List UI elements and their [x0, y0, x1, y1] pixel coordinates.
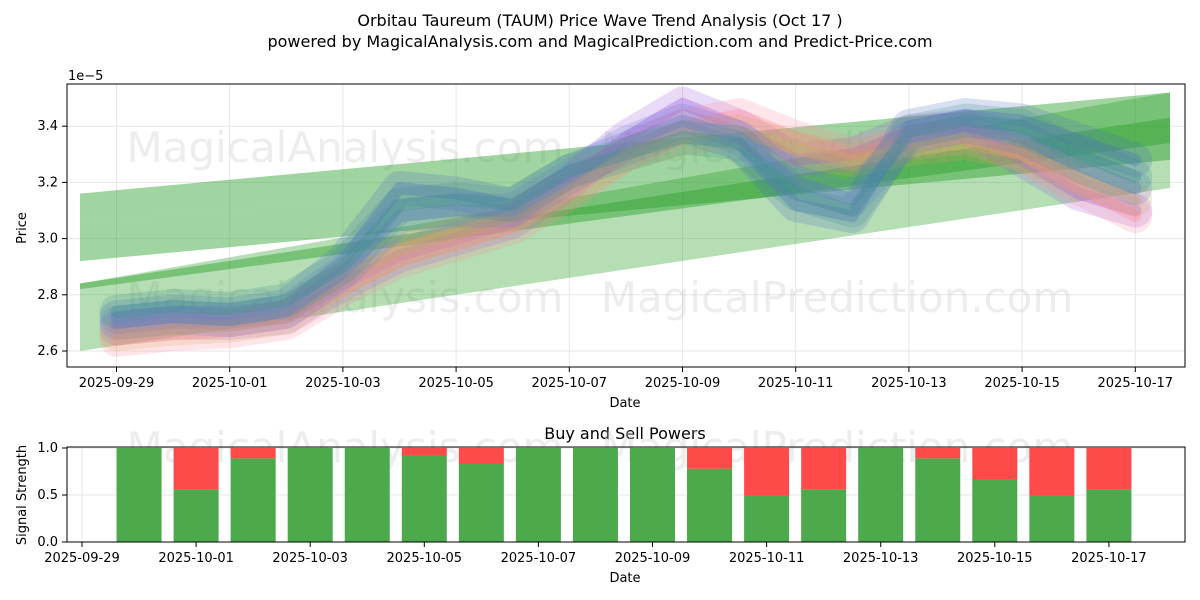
- wave-band: [99, 98, 1153, 357]
- price-y-tick-label: 3.0: [37, 232, 58, 247]
- wave-band: [99, 114, 1153, 352]
- sell-bar: [915, 448, 961, 459]
- buy-sell-x-tick-label: 2025-10-13: [843, 551, 919, 566]
- buy-sell-chart: Buy and Sell Powers MagicalAnalysis.com …: [15, 423, 1186, 586]
- buy-sell-x-tick-label: 2025-10-03: [272, 551, 348, 566]
- buy-sell-plot-frame: [66, 446, 1186, 543]
- buy-sell-x-tick-label: 2025-10-01: [158, 551, 234, 566]
- buy-sell-x-tick-label: 2025-09-29: [44, 551, 120, 566]
- buy-bar: [744, 495, 790, 542]
- sell-bar: [801, 448, 847, 490]
- buy-sell-y-tick-label: 0.5: [37, 488, 58, 503]
- buy-bar: [515, 448, 561, 542]
- sell-bar: [744, 448, 790, 496]
- buy-sell-title: Buy and Sell Powers: [544, 424, 706, 443]
- price-x-axis-label: Date: [609, 396, 640, 411]
- watermark-prediction-2: MagicalPrediction.com: [601, 273, 1074, 322]
- buy-bar: [630, 448, 675, 542]
- wave-band: [99, 103, 1153, 340]
- price-x-tick-label: 2025-10-11: [758, 376, 834, 391]
- buy-sell-y-tick-label: 1.0: [37, 441, 58, 456]
- chart-subtitle: powered by MagicalAnalysis.com and Magic…: [267, 32, 932, 51]
- price-watermarks: MagicalAnalysis.com MagicalPrediction.co…: [127, 123, 1074, 322]
- buy-bar: [1029, 495, 1075, 542]
- price-x-tick-label: 2025-09-29: [79, 376, 155, 391]
- price-y-tick-label: 3.4: [37, 119, 58, 134]
- wave-line: [110, 114, 1142, 329]
- price-x-tick-label: 2025-10-07: [532, 376, 608, 391]
- buy-bar: [687, 468, 733, 542]
- buy-bar: [801, 489, 847, 542]
- wave-series: [99, 86, 1153, 357]
- price-plot-frame: [66, 83, 1186, 368]
- buy-bar: [230, 458, 276, 542]
- price-x-tick-label: 2025-10-15: [984, 376, 1060, 391]
- sell-bar: [1029, 448, 1075, 496]
- price-x-tick-label: 2025-10-17: [1098, 376, 1174, 391]
- buy-bar: [458, 463, 504, 542]
- chart-title: Orbitau Taureum (TAUM) Price Wave Trend …: [357, 11, 842, 30]
- sell-bar: [173, 448, 219, 490]
- price-axes: 2025-09-29 2025-10-01 2025-10-03 2025-10-05…: [37, 83, 1186, 391]
- watermark-analysis: MagicalAnalysis.com: [127, 123, 564, 172]
- price-x-tick-label: 2025-10-13: [871, 376, 947, 391]
- buy-bar: [401, 455, 447, 542]
- buy-sell-x-tick-label: 2025-10-09: [615, 551, 691, 566]
- wave-line: [110, 97, 1142, 335]
- wave-band: [99, 103, 1153, 329]
- buy-bar: [972, 479, 1018, 542]
- price-x-tick-label: 2025-10-03: [305, 376, 381, 391]
- buy-bar: [1086, 489, 1132, 542]
- watermark-analysis-2: MagicalAnalysis.com: [127, 273, 564, 322]
- buy-bar: [344, 448, 390, 542]
- buy-sell-x-axis-label: Date: [609, 571, 640, 586]
- y-exponent-label: 1e−5: [68, 69, 103, 84]
- buy-sell-y-tick-label: 0.0: [37, 535, 58, 550]
- buy-bar: [116, 448, 162, 542]
- buy-bar: [173, 489, 219, 542]
- trend-band: [80, 137, 1170, 262]
- sell-bar: [401, 448, 447, 456]
- buy-sell-x-tick-label: 2025-10-07: [501, 551, 577, 566]
- trend-band: [80, 92, 1170, 222]
- trend-band: [80, 92, 1170, 351]
- trend-band: [80, 117, 1170, 290]
- sell-bar: [687, 448, 733, 469]
- price-x-tick-label: 2025-10-09: [645, 376, 721, 391]
- sell-bar: [1086, 448, 1132, 490]
- buy-bar: [572, 448, 618, 542]
- buy-sell-x-tick-label: 2025-10-15: [957, 551, 1033, 566]
- price-y-tick-label: 2.8: [37, 288, 58, 303]
- sell-bar: [230, 448, 276, 459]
- buy-sell-x-tick-label: 2025-10-11: [729, 551, 805, 566]
- price-x-tick-label: 2025-10-05: [418, 376, 494, 391]
- trend-bands: [80, 92, 1170, 351]
- price-x-tick-label: 2025-10-01: [192, 376, 268, 391]
- buy-sell-axes: 2025-09-29 2025-10-01 2025-10-03 2025-10-05…: [37, 441, 1186, 566]
- buy-bar: [287, 448, 333, 542]
- wave-line: [110, 109, 1142, 324]
- sell-bar: [458, 448, 504, 464]
- price-y-tick-label: 2.6: [37, 344, 58, 359]
- buy-sell-y-axis-label: Signal Strength: [15, 445, 30, 545]
- watermark-prediction: MagicalPrediction.com: [601, 123, 1074, 172]
- wave-line: [110, 114, 1142, 318]
- price-wave-chart: MagicalAnalysis.com MagicalPrediction.co…: [15, 69, 1186, 411]
- price-y-tick-label: 3.2: [37, 175, 58, 190]
- buy-bar: [915, 458, 961, 542]
- wave-line: [110, 125, 1142, 341]
- wave-line: [110, 109, 1142, 346]
- wave-band: [99, 98, 1153, 335]
- wave-band: [99, 86, 1153, 346]
- price-grid: [67, 84, 1185, 367]
- buy-bar: [858, 448, 904, 542]
- price-y-axis-label: Price: [15, 212, 30, 244]
- buy-sell-bars: [116, 448, 1132, 542]
- sell-bar: [972, 448, 1018, 480]
- buy-sell-x-tick-label: 2025-10-05: [387, 551, 463, 566]
- buy-sell-x-tick-label: 2025-10-17: [1071, 551, 1147, 566]
